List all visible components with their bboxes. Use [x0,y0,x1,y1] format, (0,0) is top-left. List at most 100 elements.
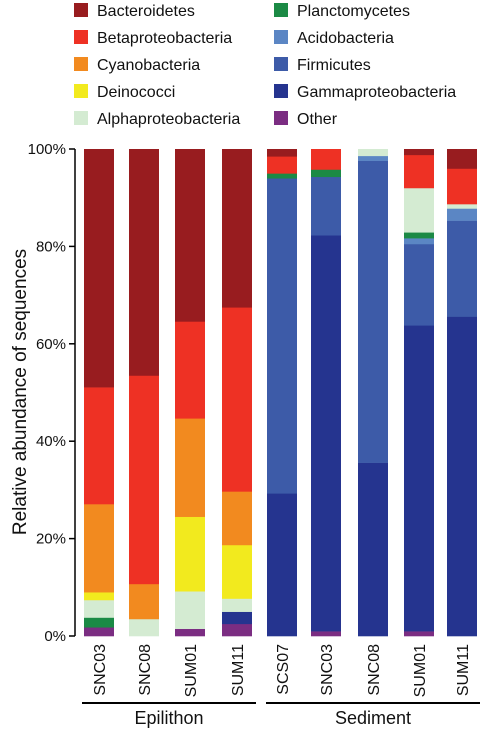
bar-segment-other [175,628,205,637]
bar-stack [311,149,341,637]
legend-swatch [74,3,88,17]
bar-segment-bacteroidetes [84,149,114,388]
bar-segment-cyanobacteria [129,583,159,620]
bar-segment-alphaproteobacteria [447,204,477,209]
y-tick-label: 80% [36,238,66,255]
legend-label: Planctomycetes [297,3,410,20]
bar-segment-other [222,623,252,637]
bar-segment-cyanobacteria [84,504,114,593]
bar-segment-planctomycetes [84,617,114,628]
bar-segment-gammaproteobacteria [222,611,252,625]
legend-swatch [274,57,288,71]
bar-stack [129,149,159,637]
x-tick-label: SNC03 [92,644,109,696]
x-tick-label: SNC08 [366,644,383,696]
x-tick-label: SUM01 [183,644,200,697]
x-tick-label: SUM01 [412,644,429,697]
bar-segment-betaproteobacteria [447,168,477,205]
bar-segment-betaproteobacteria [222,307,252,492]
legend-label: Deinococci [97,84,175,101]
legend-swatch [74,111,88,125]
y-tick-label: 40% [36,433,66,450]
x-tick-label: SNC08 [137,644,154,696]
bar-stack [358,149,388,637]
bar-segment-gammaproteobacteria [404,325,434,632]
x-axis-labels: SNC03 SNC08 SUM01 SUM11 SCS07 SNC03 SNC08 SUM01… [92,644,472,697]
y-axis: 0% 20% 40% 60% 80% 100% [28,141,76,645]
bar-segment-bacteroidetes [267,149,297,157]
bar-stack [222,149,252,637]
legend: Bacteroidetes Betaproteobacteria Cyanobact… [74,3,456,128]
bar-segment-cyanobacteria [222,491,252,546]
bar-segment-alphaproteobacteria [84,599,114,618]
bar-segment-cyanobacteria [175,418,205,517]
bar-segment-gammaproteobacteria [267,493,297,637]
bar-segment-other [311,631,341,637]
y-tick-label: 60% [36,336,66,353]
bar-segment-firmicutes [267,178,297,494]
bar-segment-betaproteobacteria [129,375,159,585]
bar-segment-deinococci [222,544,252,599]
legend-swatch [74,84,88,98]
bar-segment-bacteroidetes [447,149,477,169]
bar-segment-betaproteobacteria [267,156,297,174]
bar-segment-firmicutes [358,160,388,463]
bar-segment-acidobacteria [447,208,477,221]
bars [84,149,477,637]
bar-segment-deinococci [84,592,114,601]
legend-swatch [74,30,88,44]
bar-stack [447,149,477,637]
bar-segment-bacteroidetes [222,149,252,308]
bar-segment-acidobacteria [404,238,434,245]
legend-label: Acidobacteria [297,30,394,47]
legend-item: Firmicutes [274,57,371,74]
bar-stack [175,149,205,637]
bar-stack [267,149,297,637]
group-label: Epilithon [134,708,203,728]
bar-segment-other [84,627,114,637]
bar-segment-betaproteobacteria [84,387,114,505]
bar-segment-gammaproteobacteria [311,235,341,632]
legend-item: Alphaproteobacteria [74,111,240,128]
bar-segment-betaproteobacteria [404,154,434,189]
bar-segment-alphaproteobacteria [129,618,159,637]
legend-swatch [274,111,288,125]
legend-item: Betaproteobacteria [74,30,232,47]
legend-label: Betaproteobacteria [97,30,232,47]
bar-segment-other [404,631,434,637]
y-tick-label: 0% [44,628,66,645]
bar-segment-planctomycetes [404,232,434,239]
y-axis-title: Relative abundance of sequences [10,249,31,535]
bar-segment-gammaproteobacteria [358,462,388,637]
bar-segment-bacteroidetes [129,149,159,376]
bar-segment-firmicutes [404,243,434,326]
bar-segment-betaproteobacteria [175,321,205,419]
bar-segment-planctomycetes [311,169,341,178]
bar-segment-betaproteobacteria [311,149,341,170]
bar-segment-alphaproteobacteria [175,591,205,629]
legend-label: Firmicutes [297,57,371,74]
legend-label: Alphaproteobacteria [97,111,240,128]
legend-label: Other [297,111,338,128]
legend-item: Acidobacteria [274,30,394,47]
legend-item: Cyanobacteria [74,57,200,74]
bar-segment-bacteroidetes [404,149,434,156]
legend-item: Gammaproteobacteria [274,84,456,101]
y-tick-label: 20% [36,531,66,548]
bar-segment-bacteroidetes [175,149,205,322]
legend-item: Other [274,111,338,128]
legend-label: Cyanobacteria [97,57,200,74]
legend-swatch [274,3,288,17]
bar-segment-firmicutes [311,176,341,236]
y-tick-label: 100% [28,141,66,158]
legend-swatch [274,84,288,98]
x-tick-label: SNC03 [319,644,336,696]
legend-swatch [274,30,288,44]
bar-segment-alphaproteobacteria [358,149,388,157]
bar-segment-firmicutes [447,220,477,317]
legend-item: Deinococci [74,84,175,101]
x-tick-label: SUM11 [230,644,247,696]
legend-item: Planctomycetes [274,3,410,20]
bar-segment-gammaproteobacteria [447,316,477,637]
